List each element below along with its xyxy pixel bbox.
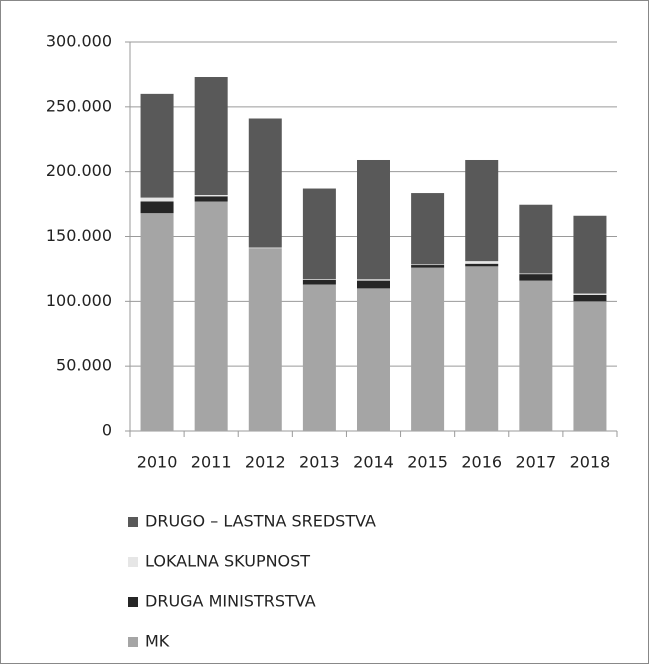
- bar-segment: [302, 279, 336, 285]
- bar-segment: [302, 279, 336, 280]
- bar-segment: [411, 193, 445, 265]
- x-tick-label: 2011: [191, 453, 232, 472]
- bar-segment: [194, 201, 228, 431]
- bar-segment: [140, 93, 174, 198]
- y-tick-label: 300.000: [46, 32, 112, 51]
- bar-segment: [411, 264, 445, 266]
- bar-segment: [140, 197, 174, 202]
- legend-label: MK: [145, 632, 170, 651]
- x-tick-label: 2016: [461, 453, 502, 472]
- x-tick-label: 2012: [245, 453, 286, 472]
- x-tick-label: 2010: [137, 453, 178, 472]
- x-tick-label: 2013: [299, 453, 340, 472]
- bar-segment: [465, 261, 499, 264]
- bar-segment: [411, 267, 445, 431]
- bar-segment: [357, 159, 390, 280]
- bar-segment: [357, 288, 390, 431]
- x-tick-label: 2015: [407, 453, 448, 472]
- bar-segment: [248, 248, 282, 431]
- x-tick-label: 2017: [515, 453, 556, 472]
- legend-label: DRUGO – LASTNA SREDSTVA: [145, 512, 376, 531]
- bar-segment: [248, 118, 282, 248]
- bar-segment: [573, 301, 607, 431]
- bar-segment: [140, 213, 174, 431]
- bar-segment: [465, 266, 499, 431]
- x-tick-label: 2014: [353, 453, 394, 472]
- y-tick-label: 100.000: [46, 291, 112, 310]
- bar-segment: [194, 196, 228, 202]
- bar-segment: [465, 263, 499, 267]
- bar-segment: [357, 280, 390, 289]
- bar-segment: [519, 274, 553, 281]
- bar-segment: [573, 294, 607, 302]
- bar-segment: [248, 247, 282, 249]
- bar-segment: [519, 273, 553, 275]
- legend-label: LOKALNA SKUPNOST: [145, 552, 310, 571]
- legend-label: DRUGA MINISTRSTVA: [145, 592, 316, 611]
- bar-segment: [573, 215, 607, 294]
- bar-segment: [411, 265, 445, 268]
- bar-segment: [357, 279, 390, 281]
- legend-swatch: [128, 637, 138, 647]
- x-tick-label: 2018: [570, 453, 611, 472]
- y-tick-label: 250.000: [46, 96, 112, 115]
- y-tick-label: 200.000: [46, 161, 112, 180]
- bar-segment: [302, 284, 336, 431]
- y-tick-label: 0: [102, 421, 112, 440]
- bar-segment: [302, 188, 336, 280]
- y-tick-label: 150.000: [46, 226, 112, 245]
- y-tick-label: 50.000: [56, 356, 112, 375]
- bar-segment: [194, 77, 228, 196]
- legend-swatch: [128, 517, 138, 527]
- legend-swatch: [128, 597, 138, 607]
- bar-segment: [519, 204, 553, 274]
- bar-segment: [194, 195, 228, 197]
- bar-segment: [573, 293, 607, 295]
- legend-swatch: [128, 557, 138, 567]
- bar-segment: [519, 280, 553, 431]
- bar-segment: [465, 159, 499, 262]
- bar-segment: [140, 201, 174, 214]
